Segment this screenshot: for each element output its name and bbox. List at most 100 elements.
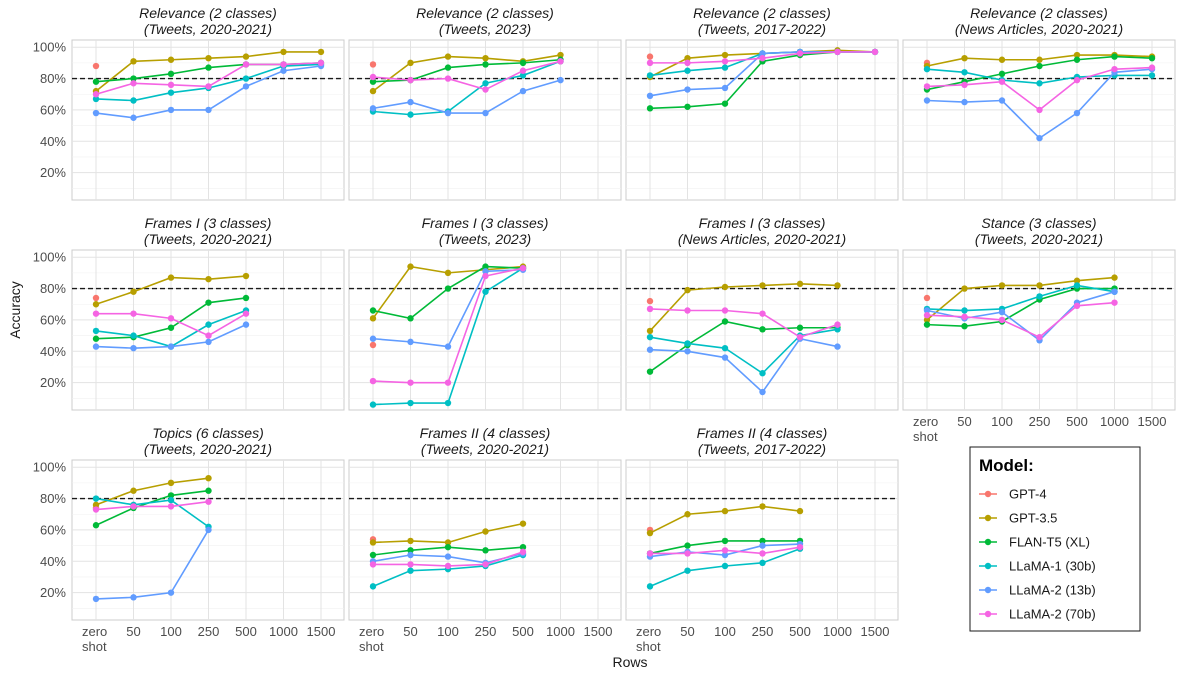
data-point xyxy=(242,310,250,317)
panel-title: (Tweets, 2023) xyxy=(439,21,531,37)
data-point xyxy=(923,65,931,73)
series-line xyxy=(926,276,1115,321)
data-point xyxy=(369,539,377,546)
data-point xyxy=(407,59,414,67)
data-point xyxy=(444,64,452,71)
data-point xyxy=(444,75,452,82)
data-point xyxy=(167,324,175,331)
data-point xyxy=(646,92,654,100)
panel-title: Relevance (2 classes) xyxy=(416,5,554,21)
data-point xyxy=(369,105,377,112)
data-point xyxy=(444,379,452,386)
data-point xyxy=(167,81,175,89)
data-point xyxy=(482,109,489,117)
data-point xyxy=(923,316,931,324)
x-tick-label: 1000 xyxy=(1100,414,1129,429)
data-point xyxy=(684,103,691,110)
data-point xyxy=(407,111,414,118)
data-point xyxy=(721,283,729,291)
data-point xyxy=(721,84,729,92)
panel: Frames I (3 classes)(News Articles, 2020… xyxy=(625,215,899,411)
series-line xyxy=(372,54,561,92)
data-point xyxy=(92,310,100,317)
x-tick-label: 500 xyxy=(235,624,257,639)
data-point xyxy=(205,487,212,494)
data-point xyxy=(280,61,287,68)
panel: Topics (6 classes)(Tweets, 2020-2021) 20%… xyxy=(33,425,345,654)
data-point xyxy=(759,388,766,396)
data-point xyxy=(407,76,414,84)
y-tick-label: 40% xyxy=(40,554,66,569)
data-point xyxy=(871,48,879,56)
data-point xyxy=(923,321,931,328)
data-point xyxy=(1073,51,1081,59)
data-point xyxy=(961,313,968,320)
data-point xyxy=(721,307,729,314)
data-point xyxy=(369,401,377,408)
data-point xyxy=(557,51,564,59)
data-point xyxy=(369,583,377,590)
panel-title: (Tweets, 2020-2021) xyxy=(975,231,1103,247)
data-point xyxy=(167,106,175,114)
data-point xyxy=(684,67,691,74)
data-point xyxy=(407,315,414,322)
data-point xyxy=(444,399,452,407)
y-tick-label: 20% xyxy=(40,165,66,180)
data-point xyxy=(998,56,1006,63)
y-tick-label: 20% xyxy=(40,375,66,390)
data-point xyxy=(205,474,212,482)
x-tick-label: 1500 xyxy=(861,624,890,639)
data-point xyxy=(369,561,377,568)
data-point xyxy=(646,327,654,335)
series-line xyxy=(372,79,561,114)
data-point xyxy=(205,83,212,90)
y-tick-label: 60% xyxy=(40,312,66,327)
data-point xyxy=(280,67,287,74)
data-point xyxy=(1036,282,1043,289)
data-point xyxy=(167,89,175,96)
panel-title: Frames II (4 classes) xyxy=(420,425,551,441)
data-point xyxy=(1111,65,1118,73)
x-tick-label: 1000 xyxy=(546,624,575,639)
chart-panels: Relevance (2 classes) (Tweets, 2020-2021)… xyxy=(33,5,1176,654)
data-point xyxy=(646,72,654,79)
series-line xyxy=(95,529,210,600)
data-point xyxy=(92,501,100,509)
data-point xyxy=(961,322,968,330)
series-line xyxy=(649,308,838,339)
data-point xyxy=(1111,288,1118,295)
data-point xyxy=(646,297,654,305)
data-point xyxy=(759,542,766,549)
panel-title: (Tweets, 2020-2021) xyxy=(144,231,272,247)
data-point xyxy=(759,503,766,510)
data-point xyxy=(796,280,804,288)
data-point xyxy=(92,301,100,308)
data-point xyxy=(482,528,489,535)
x-tick-label: 500 xyxy=(789,624,811,639)
x-tick-label: zero shot xyxy=(359,624,384,654)
panel-title: Relevance (2 classes) xyxy=(970,5,1108,21)
x-tick-label: 250 xyxy=(198,624,220,639)
data-point xyxy=(205,299,212,306)
data-point xyxy=(759,537,766,545)
data-point xyxy=(923,312,931,319)
series-line xyxy=(372,60,561,91)
data-point xyxy=(92,495,100,502)
panel-title: Topics (6 classes) xyxy=(152,425,264,441)
data-point xyxy=(998,97,1006,104)
data-point xyxy=(205,64,212,71)
data-point xyxy=(519,59,527,67)
series-line xyxy=(926,301,1115,339)
data-point xyxy=(646,583,654,590)
data-point xyxy=(1073,282,1081,289)
panel-title: (Tweets, 2023) xyxy=(439,231,531,247)
data-point xyxy=(646,59,654,67)
data-point xyxy=(92,595,100,603)
data-point xyxy=(205,275,212,283)
data-point xyxy=(92,343,100,350)
data-point xyxy=(130,332,137,339)
y-axis-title: Accuracy xyxy=(7,281,23,339)
panel-title: (News Articles, 2020-2021) xyxy=(955,21,1123,37)
data-point xyxy=(684,307,691,314)
